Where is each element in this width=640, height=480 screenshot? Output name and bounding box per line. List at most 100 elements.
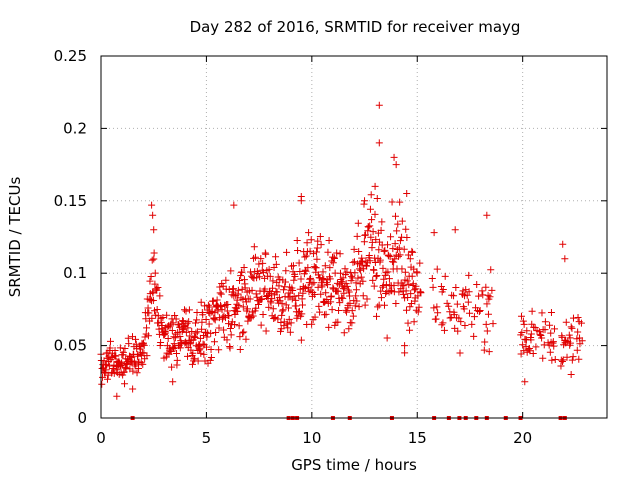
data-point: [255, 260, 263, 268]
data-point: [197, 298, 205, 306]
data-point: [307, 236, 315, 244]
data-point: [285, 315, 293, 323]
data-point: [569, 314, 577, 322]
data-point: [262, 250, 270, 258]
data-point: [346, 292, 354, 300]
data-point: [294, 247, 302, 255]
data-point: [566, 339, 574, 347]
data-point: [233, 296, 241, 304]
data-point: [295, 292, 303, 300]
data-point: [148, 314, 156, 322]
data-point: [286, 328, 294, 336]
data-point: [280, 286, 288, 294]
data-point: [486, 293, 494, 301]
data-point: [313, 248, 321, 256]
data-point: [102, 366, 110, 374]
data-point: [249, 312, 257, 320]
data-point: [548, 356, 556, 364]
data-point: [439, 319, 447, 327]
data-point: [105, 362, 113, 370]
data-point: [297, 336, 305, 344]
data-point: [191, 333, 199, 341]
data-point: [151, 280, 159, 288]
data-point: [188, 360, 196, 368]
data-point: [527, 336, 535, 344]
data-point: [414, 292, 422, 300]
data-point: [355, 247, 363, 255]
data-point: [223, 336, 231, 344]
data-point: [360, 200, 368, 208]
data-point: [315, 302, 323, 310]
data-point: [473, 281, 481, 289]
data-point: [180, 322, 188, 330]
data-point: [319, 268, 327, 276]
data-point: [209, 297, 217, 305]
data-point: [443, 299, 451, 307]
data-point: [361, 301, 369, 309]
data-point: [276, 275, 284, 283]
data-point: [132, 335, 140, 343]
data-point: [352, 286, 360, 294]
data-point: [106, 337, 114, 345]
data-point: [269, 305, 277, 313]
data-point: [237, 272, 245, 280]
data-point: [453, 300, 461, 308]
data-point: [414, 308, 422, 316]
data-point: [408, 247, 416, 255]
data-point: [179, 317, 187, 325]
data-point: [308, 320, 316, 328]
data-point: [369, 276, 377, 284]
data-point: [329, 259, 337, 267]
data-point: [396, 198, 404, 206]
data-point: [345, 325, 353, 333]
data-point: [338, 294, 346, 302]
data-point: [257, 255, 265, 263]
data-point: [456, 349, 464, 357]
data-point: [316, 308, 324, 316]
data-point: [402, 225, 410, 233]
data-point: [141, 333, 149, 341]
data-point: [404, 293, 412, 301]
data-point: [223, 307, 231, 315]
data-point: [210, 338, 218, 346]
data-point: [575, 355, 583, 363]
data-point: [569, 353, 577, 361]
data-point: [242, 335, 250, 343]
data-point: [256, 273, 264, 281]
x-tick-label: 20: [513, 429, 532, 447]
data-point: [253, 274, 261, 282]
data-point: [259, 259, 267, 267]
data-point: [398, 217, 406, 225]
data-point: [475, 307, 483, 315]
data-point: [173, 356, 181, 364]
data-point: [340, 289, 348, 297]
data-point: [224, 300, 232, 308]
data-point: [306, 274, 314, 282]
data-point: [226, 324, 234, 332]
data-point: [150, 226, 158, 234]
data-point: [367, 191, 375, 199]
data-point: [142, 315, 150, 323]
data-point: [445, 302, 453, 310]
data-point: [434, 309, 442, 317]
data-point: [430, 304, 438, 312]
data-point: [120, 368, 128, 376]
data-point: [559, 356, 567, 364]
data-point: [379, 282, 387, 289]
data-point: [336, 269, 344, 277]
data-point: [373, 194, 381, 202]
data-point: [351, 269, 359, 277]
data-point: [400, 245, 408, 253]
data-point: [377, 226, 385, 234]
data-point: [485, 348, 493, 356]
data-point: [521, 378, 529, 386]
data-point: [192, 329, 200, 337]
data-point: [163, 311, 171, 319]
data-point: [551, 325, 559, 333]
data-point: [378, 218, 386, 226]
data-point: [558, 358, 566, 366]
data-point: [119, 348, 127, 356]
data-point: [200, 350, 208, 358]
data-point: [410, 286, 418, 294]
